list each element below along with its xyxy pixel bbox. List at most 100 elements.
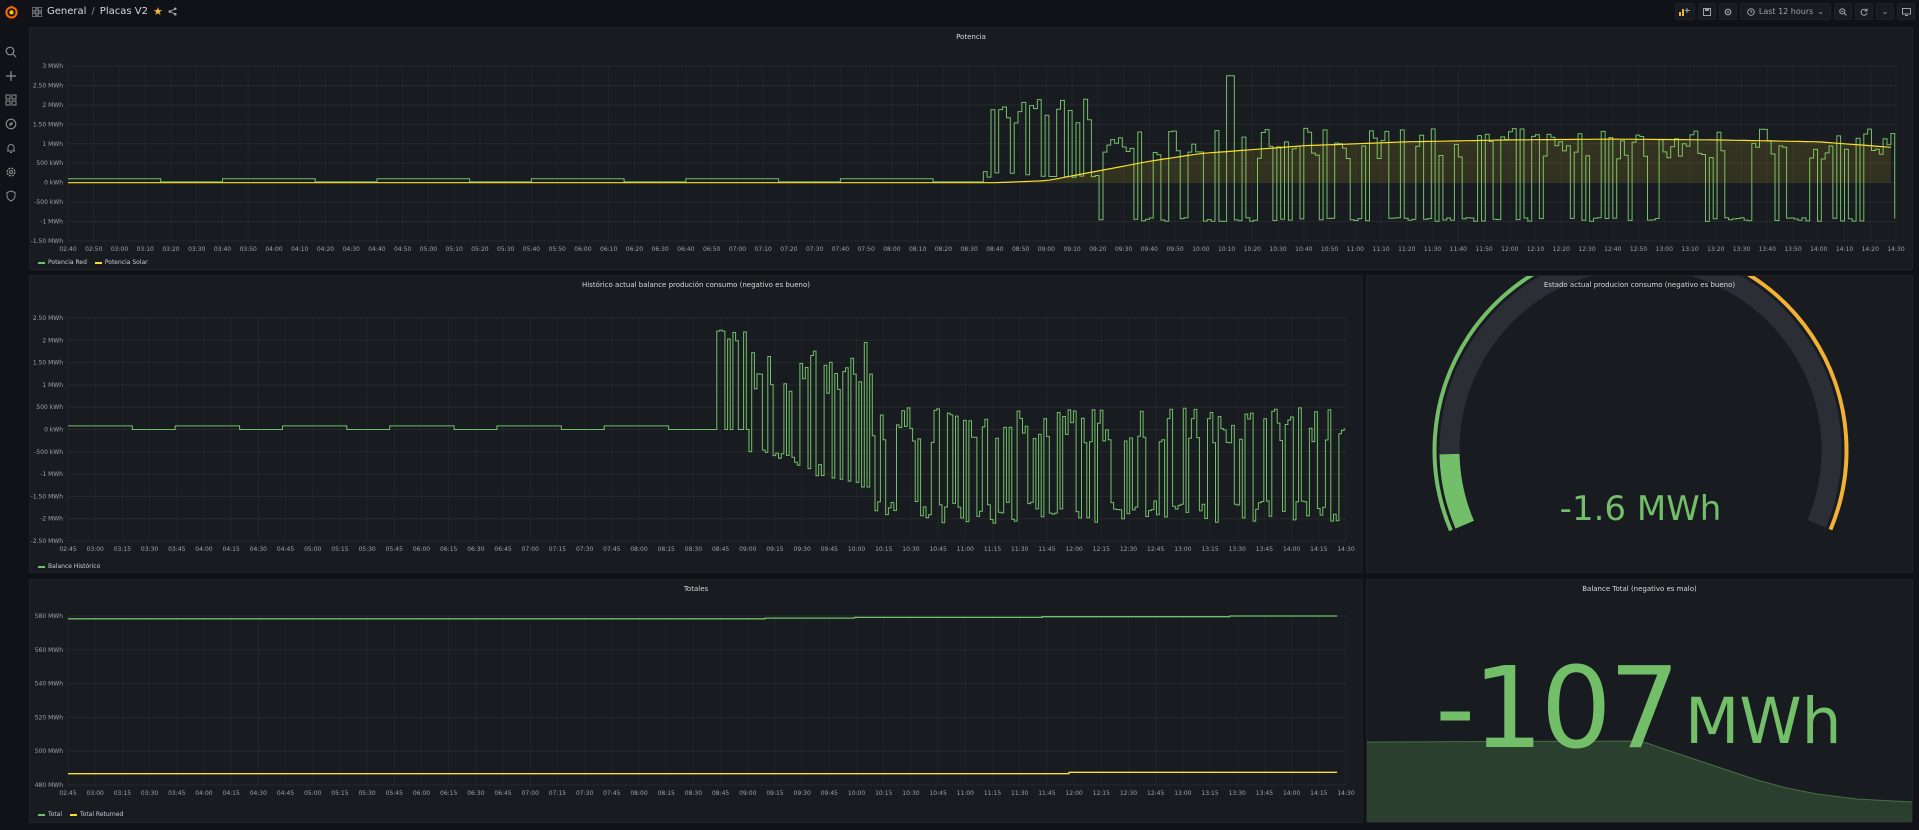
x-tick-label: 05:00 bbox=[304, 790, 321, 797]
series-potencia-solar bbox=[68, 138, 1891, 184]
legend-item[interactable]: Potencia Solar bbox=[94, 259, 148, 266]
x-tick-label: 10:30 bbox=[1269, 246, 1286, 253]
dashboards-icon[interactable] bbox=[5, 94, 17, 106]
save-dashboard-button[interactable] bbox=[1697, 3, 1716, 20]
dashboard-title[interactable]: Placas V2 bbox=[99, 6, 148, 17]
historico-chart[interactable]: 2.50 MWh 2 MWh 1.50 MWh 1 MWh 500 kWh 0 kWh -5… bbox=[30, 276, 1364, 574]
star-icon[interactable]: ★ bbox=[152, 5, 163, 18]
grafana-logo-icon[interactable] bbox=[3, 3, 20, 20]
x-tick-label: 08:30 bbox=[685, 546, 702, 553]
x-tick-label: 14:30 bbox=[1337, 546, 1354, 553]
plus-icon[interactable] bbox=[5, 70, 17, 82]
panel-title: Potencia bbox=[956, 33, 986, 41]
x-tick-label: 06:00 bbox=[413, 546, 430, 553]
x-tick-label: 11:30 bbox=[1011, 546, 1028, 553]
x-tick-label: 08:15 bbox=[658, 790, 675, 797]
x-tick-label: 06:30 bbox=[467, 790, 484, 797]
zoom-out-button[interactable] bbox=[1834, 3, 1852, 20]
x-tick-label: 07:30 bbox=[806, 246, 823, 253]
legend-item[interactable]: Potencia Red bbox=[38, 259, 87, 266]
x-tick-label: 13:40 bbox=[1759, 246, 1776, 253]
x-tick-label: 09:30 bbox=[1115, 246, 1132, 253]
x-tick-label: 12:30 bbox=[1120, 790, 1137, 797]
x-tick-label: 10:30 bbox=[902, 546, 919, 553]
refresh-interval-dropdown[interactable]: ⌄ bbox=[1876, 3, 1894, 20]
refresh-button[interactable] bbox=[1855, 3, 1873, 20]
tv-mode-button[interactable] bbox=[1897, 3, 1915, 20]
x-tick-label: 03:30 bbox=[141, 790, 158, 797]
x-tick-label: 07:00 bbox=[522, 546, 539, 553]
add-panel-button[interactable] bbox=[1674, 3, 1695, 20]
x-tick-label: 04:50 bbox=[394, 246, 411, 253]
x-tick-label: 06:00 bbox=[413, 790, 430, 797]
x-tick-label: 09:45 bbox=[821, 546, 838, 553]
x-tick-label: 10:45 bbox=[929, 546, 946, 553]
x-tick-label: 08:50 bbox=[1012, 246, 1029, 253]
x-tick-label: 03:45 bbox=[168, 546, 185, 553]
x-tick-label: 12:45 bbox=[1147, 790, 1164, 797]
legend-item[interactable]: Balance Histórico bbox=[38, 563, 100, 570]
y-tick-label: 500 kWh bbox=[36, 160, 63, 167]
x-tick-label: 03:10 bbox=[137, 246, 154, 253]
series-balance-historico bbox=[68, 329, 1345, 524]
series-total-returned bbox=[68, 771, 1338, 775]
panel-balance-total[interactable]: Balance Total (negativo es malo) -107 MW… bbox=[1366, 579, 1913, 823]
x-tick-label: 08:30 bbox=[960, 246, 977, 253]
x-tick-label: 05:45 bbox=[386, 790, 403, 797]
search-icon[interactable] bbox=[5, 46, 17, 58]
x-tick-label: 08:15 bbox=[658, 546, 675, 553]
panel-title: Balance Total (negativo es malo) bbox=[1582, 585, 1697, 593]
x-tick-label: 14:15 bbox=[1310, 790, 1327, 797]
gauge-value: -1.6 MWh bbox=[1559, 489, 1722, 529]
potencia-chart[interactable]: 3 MWh 2.50 MWh 2 MWh 1.50 MWh 1 MWh 500 kWh 0 … bbox=[30, 28, 1914, 271]
panel-estado[interactable]: Estado actual producion consumo (negativ… bbox=[1366, 275, 1913, 573]
dashboard-settings-button[interactable] bbox=[1718, 3, 1737, 20]
x-tick-label: 06:30 bbox=[467, 546, 484, 553]
x-tick-label: 07:40 bbox=[832, 246, 849, 253]
x-tick-label: 13:50 bbox=[1784, 246, 1801, 253]
x-tick-label: 07:10 bbox=[755, 246, 772, 253]
explore-icon[interactable] bbox=[5, 118, 17, 130]
legend-item[interactable]: Total Returned bbox=[70, 811, 123, 818]
x-tick-label: 13:00 bbox=[1656, 246, 1673, 253]
x-tick-label: 12:00 bbox=[1501, 246, 1518, 253]
gauge-value-arc bbox=[1439, 453, 1474, 529]
breadcrumb-folder[interactable]: General bbox=[47, 6, 87, 17]
time-range-picker[interactable]: Last 12 hours ⌄ bbox=[1739, 3, 1831, 20]
y-tick-label: 500 kWh bbox=[36, 404, 63, 411]
gauge-track bbox=[1439, 276, 1842, 529]
x-tick-label: 05:15 bbox=[331, 790, 348, 797]
panel-totales[interactable]: Totales 580 MWh 560 MWh 540 MWh 520 MWh 500 … bbox=[29, 579, 1363, 823]
x-tick-label: 12:10 bbox=[1527, 246, 1544, 253]
x-tick-label: 04:00 bbox=[265, 246, 282, 253]
y-tick-label: 520 MWh bbox=[35, 714, 63, 721]
panel-title: Estado actual producion consumo (negativ… bbox=[1543, 281, 1736, 289]
shield-icon[interactable] bbox=[5, 190, 17, 202]
x-tick-label: 05:30 bbox=[358, 790, 375, 797]
x-tick-label: 09:30 bbox=[794, 790, 811, 797]
legend-item[interactable]: Total bbox=[38, 811, 62, 818]
panel-potencia[interactable]: Potencia 3 MWh 2.50 MWh 2 MWh 1.50 MWh 1 MWh… bbox=[29, 27, 1913, 270]
x-tick-label: 13:45 bbox=[1256, 790, 1273, 797]
totales-chart[interactable]: 580 MWh 560 MWh 540 MWh 520 MWh 500 MWh 480 M… bbox=[30, 580, 1364, 824]
x-tick-label: 11:00 bbox=[957, 790, 974, 797]
x-tick-label: 11:45 bbox=[1038, 546, 1055, 553]
y-tick-label: 1.50 MWh bbox=[33, 360, 63, 367]
share-icon[interactable] bbox=[168, 7, 177, 16]
x-tick-label: 05:30 bbox=[497, 246, 514, 253]
x-tick-label: 07:30 bbox=[576, 790, 593, 797]
x-tick-label: 09:10 bbox=[1063, 246, 1080, 253]
alerting-icon[interactable] bbox=[5, 142, 17, 154]
gear-icon bbox=[1724, 8, 1732, 15]
series-potencia-solar-area bbox=[68, 139, 1891, 183]
panel-historico[interactable]: Histórico actual balance produción consu… bbox=[29, 275, 1363, 573]
x-tick-label: 08:10 bbox=[909, 246, 926, 253]
x-tick-label: 03:00 bbox=[87, 790, 104, 797]
x-tick-label: 06:50 bbox=[703, 246, 720, 253]
x-tick-label: 13:00 bbox=[1174, 790, 1191, 797]
y-tick-label: 1 MWh bbox=[42, 141, 63, 148]
x-tick-label: 07:00 bbox=[522, 790, 539, 797]
x-tick-label: 02:45 bbox=[59, 790, 76, 797]
settings-icon[interactable] bbox=[5, 166, 17, 178]
x-tick-label: 13:45 bbox=[1256, 546, 1273, 553]
